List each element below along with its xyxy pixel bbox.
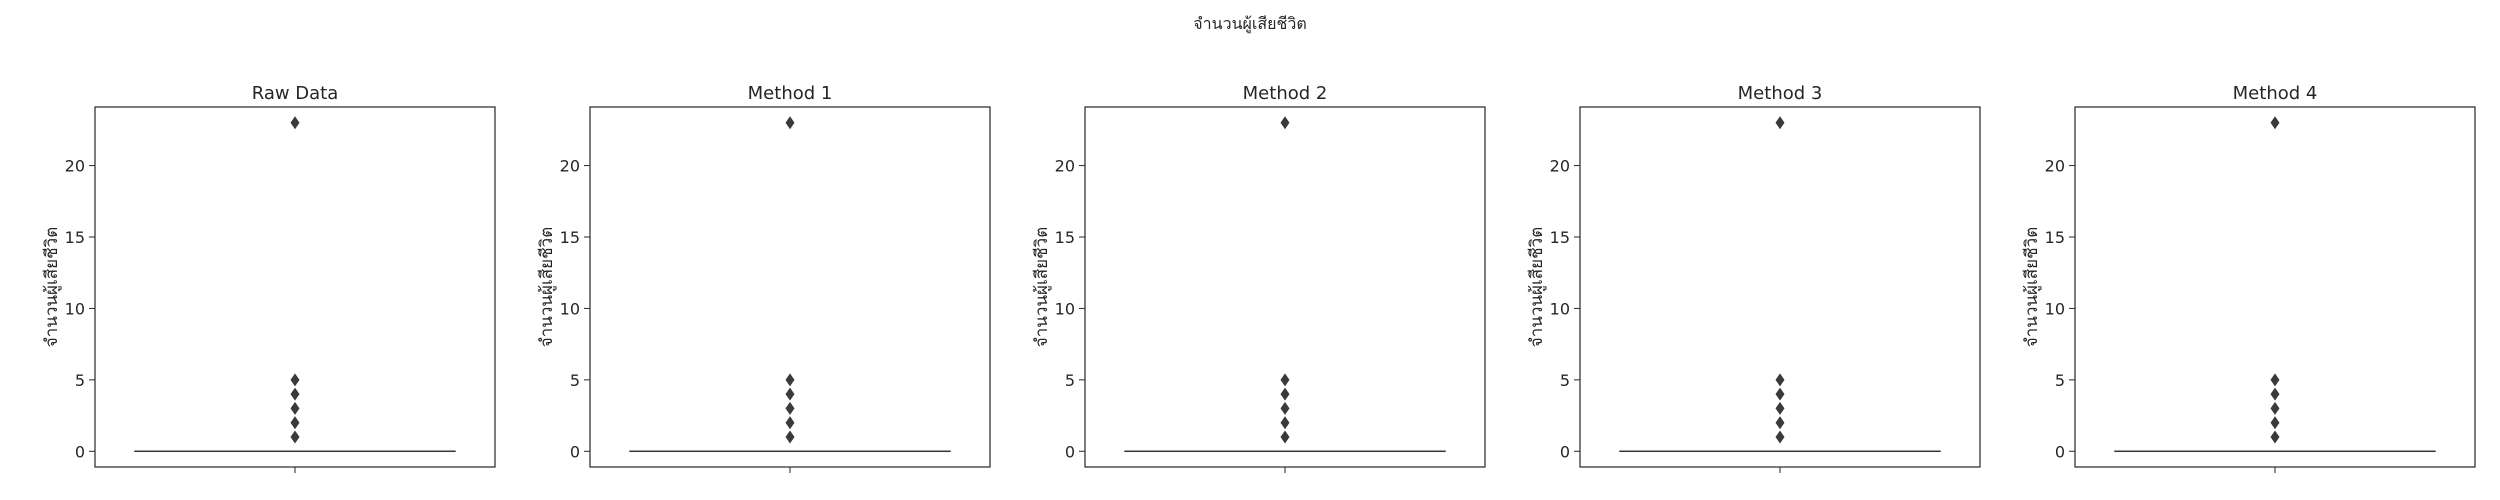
subplot-grid: Raw Dataจำนวนผู้เสียชีวิต05101520Method … (42, 83, 2476, 473)
y-tick-label: 5 (1065, 371, 1075, 390)
y-tick-label: 5 (2055, 371, 2065, 390)
subplot-title: Method 2 (1243, 83, 1328, 104)
y-tick-label: 15 (1055, 228, 1075, 247)
outlier-point (1775, 416, 1785, 430)
outlier-point (785, 416, 795, 430)
y-tick-label: 5 (1560, 371, 1570, 390)
y-tick-label: 20 (560, 157, 580, 176)
outlier-point (1775, 373, 1785, 387)
outlier-point (290, 401, 300, 415)
y-tick-label: 20 (65, 157, 85, 176)
outlier-point (785, 387, 795, 401)
outlier-point (1775, 387, 1785, 401)
subplot-title: Raw Data (252, 83, 339, 104)
y-axis-label: จำนวนผู้เสียชีวิต (1527, 227, 1547, 348)
y-tick-label: 5 (570, 371, 580, 390)
outlier-point (1280, 116, 1290, 130)
outlier-point (1775, 116, 1785, 130)
outlier-point (2270, 416, 2280, 430)
subplot-title: Method 1 (748, 83, 833, 104)
y-tick-label: 15 (2045, 228, 2065, 247)
y-tick-label: 15 (65, 228, 85, 247)
y-tick-label: 5 (75, 371, 85, 390)
y-tick-label: 15 (560, 228, 580, 247)
y-tick-label: 0 (75, 442, 85, 461)
y-tick-label: 10 (1550, 299, 1570, 318)
outlier-point (2270, 387, 2280, 401)
y-tick-label: 20 (1550, 157, 1570, 176)
outlier-point (2270, 430, 2280, 444)
subplot-2: Method 1 จำนวนผู้เสียชีวิต 0 5 10 15 20 (537, 83, 991, 473)
y-tick-label: 10 (1055, 299, 1075, 318)
outlier-point (785, 116, 795, 130)
outlier-point (1280, 430, 1290, 444)
axes-frame (2074, 106, 2476, 468)
y-tick-label: 0 (2055, 442, 2065, 461)
subplot-title: Method 4 (2233, 83, 2318, 104)
outlier-point (1280, 401, 1290, 415)
outlier-point (1280, 373, 1290, 387)
outlier-point (1280, 416, 1290, 430)
y-axis-label: จำนวนผู้เสียชีวิต (1032, 227, 1052, 348)
y-tick-label: 0 (1065, 442, 1075, 461)
axes-frame (1579, 106, 1981, 468)
figure-suptitle: จำนวนผู้เสียชีวิต (1193, 14, 1306, 34)
y-axis-label: จำนวนผู้เสียชีวิต (2022, 227, 2042, 348)
outlier-point (1280, 387, 1290, 401)
subplot-title: Method 3 (1738, 83, 1823, 104)
axes-frame (94, 106, 496, 468)
outlier-point (2270, 116, 2280, 130)
y-tick-label: 10 (65, 299, 85, 318)
y-tick-label: 0 (570, 442, 580, 461)
y-tick-label: 10 (560, 299, 580, 318)
outlier-point (785, 430, 795, 444)
y-axis-label: จำนวนผู้เสียชีวิต (42, 227, 62, 348)
outlier-point (785, 401, 795, 415)
subplot-5: Method 4 จำนวนผู้เสียชีวิต 0 5 10 15 20 (2022, 83, 2476, 473)
axes-frame (589, 106, 991, 468)
outlier-point (290, 430, 300, 444)
outlier-point (290, 416, 300, 430)
outlier-point (785, 373, 795, 387)
y-tick-label: 15 (1550, 228, 1570, 247)
y-tick-label: 10 (2045, 299, 2065, 318)
outlier-point (1775, 430, 1785, 444)
subplot-4: Method 3 จำนวนผู้เสียชีวิต 0 5 10 15 20 (1527, 83, 1981, 473)
outlier-point (2270, 401, 2280, 415)
outlier-point (290, 373, 300, 387)
outlier-point (1775, 401, 1785, 415)
y-axis-label: จำนวนผู้เสียชีวิต (537, 227, 557, 348)
outlier-point (2270, 373, 2280, 387)
y-tick-label: 0 (1560, 442, 1570, 461)
outlier-point (290, 387, 300, 401)
subplot-3: Method 2 จำนวนผู้เสียชีวิต 0 5 10 15 20 (1032, 83, 1486, 473)
subplot-1: Raw Data จำนวนผู้เสียชีวิต 0 5 10 15 20 (42, 83, 496, 473)
axes-frame (1084, 106, 1486, 468)
y-tick-label: 20 (2045, 157, 2065, 176)
outlier-point (290, 116, 300, 130)
y-tick-label: 20 (1055, 157, 1075, 176)
